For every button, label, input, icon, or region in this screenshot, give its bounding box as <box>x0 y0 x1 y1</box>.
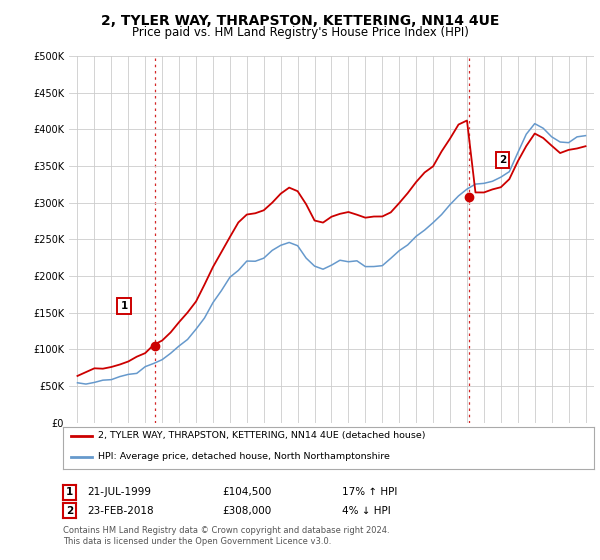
Text: 1: 1 <box>121 301 128 311</box>
Text: 2, TYLER WAY, THRAPSTON, KETTERING, NN14 4UE: 2, TYLER WAY, THRAPSTON, KETTERING, NN14… <box>101 14 499 28</box>
Text: HPI: Average price, detached house, North Northamptonshire: HPI: Average price, detached house, Nort… <box>98 452 389 461</box>
Text: 17% ↑ HPI: 17% ↑ HPI <box>342 487 397 497</box>
Text: £104,500: £104,500 <box>222 487 271 497</box>
Text: Price paid vs. HM Land Registry's House Price Index (HPI): Price paid vs. HM Land Registry's House … <box>131 26 469 39</box>
Text: 2, TYLER WAY, THRAPSTON, KETTERING, NN14 4UE (detached house): 2, TYLER WAY, THRAPSTON, KETTERING, NN14… <box>98 431 425 441</box>
Text: 1: 1 <box>66 487 73 497</box>
Text: Contains HM Land Registry data © Crown copyright and database right 2024.
This d: Contains HM Land Registry data © Crown c… <box>63 526 389 546</box>
Text: 2: 2 <box>499 155 506 165</box>
Text: 21-JUL-1999: 21-JUL-1999 <box>87 487 151 497</box>
Text: 4% ↓ HPI: 4% ↓ HPI <box>342 506 391 516</box>
Text: £308,000: £308,000 <box>222 506 271 516</box>
Text: 23-FEB-2018: 23-FEB-2018 <box>87 506 154 516</box>
Text: 2: 2 <box>66 506 73 516</box>
